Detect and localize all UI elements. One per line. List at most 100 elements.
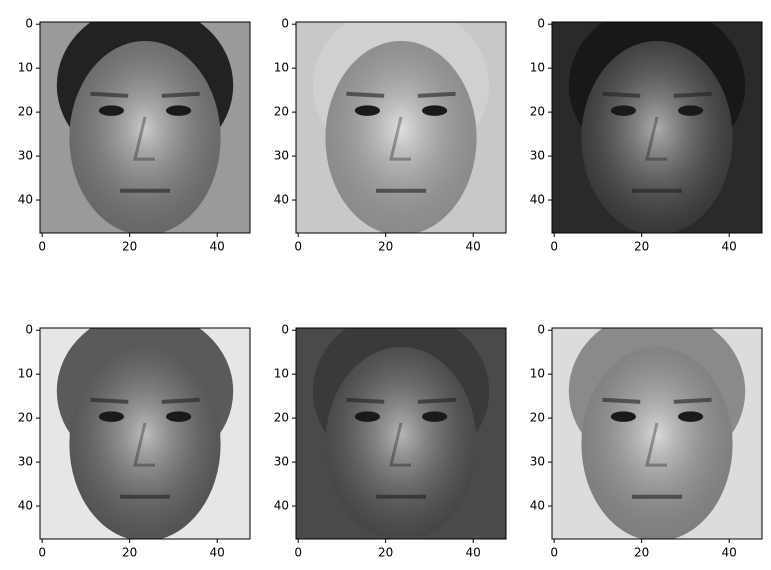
x-tick-label: 20 bbox=[122, 240, 137, 254]
y-tick-label: 0 bbox=[537, 323, 545, 337]
brow bbox=[602, 91, 641, 98]
x-tick-label: 0 bbox=[550, 546, 558, 560]
eye bbox=[166, 411, 192, 422]
x-tick-label: 20 bbox=[634, 240, 649, 254]
y-tick-label: 20 bbox=[274, 411, 289, 425]
y-tick-label: 0 bbox=[281, 323, 289, 337]
y-tick-label: 20 bbox=[18, 411, 33, 425]
x-tick-label: 20 bbox=[634, 546, 649, 560]
brow bbox=[602, 397, 641, 404]
x-tick-label: 0 bbox=[38, 546, 46, 560]
x-tick-label: 20 bbox=[122, 546, 137, 560]
y-tick-label: 10 bbox=[530, 367, 545, 381]
axes-frame bbox=[295, 21, 507, 234]
eye bbox=[354, 411, 380, 422]
face-shade bbox=[581, 347, 733, 539]
y-tick-label: 30 bbox=[274, 455, 289, 469]
eye bbox=[354, 105, 380, 116]
brow bbox=[417, 91, 456, 98]
y-tick-label: 0 bbox=[281, 17, 289, 31]
nose bbox=[645, 116, 667, 161]
x-tick-label: 0 bbox=[38, 240, 46, 254]
y-tick-label: 0 bbox=[537, 17, 545, 31]
face-image: 0 20 40 0 10 20 30 40 bbox=[18, 17, 251, 254]
brow bbox=[673, 397, 712, 404]
y-tick-label: 30 bbox=[530, 455, 545, 469]
y-tick-label: 40 bbox=[18, 499, 33, 513]
axes-frame bbox=[39, 327, 251, 540]
x-tick-label: 40 bbox=[210, 240, 225, 254]
image-pixels bbox=[296, 328, 506, 539]
face-shade bbox=[325, 347, 477, 539]
face-image: 0 20 40 0 10 20 30 40 bbox=[274, 323, 507, 560]
axes-frame bbox=[551, 327, 763, 540]
y-tick-label: 10 bbox=[18, 367, 33, 381]
y-tick-label: 40 bbox=[530, 499, 545, 513]
y-tick-label: 10 bbox=[18, 61, 33, 75]
x-tick-label: 0 bbox=[294, 240, 302, 254]
face-image: 0 20 40 0 10 20 30 40 bbox=[18, 323, 251, 560]
face-image: 0 20 40 0 10 20 30 40 bbox=[530, 323, 763, 560]
eye bbox=[678, 411, 704, 422]
nose bbox=[133, 116, 155, 161]
eye bbox=[678, 105, 704, 116]
eye bbox=[422, 411, 448, 422]
brow bbox=[90, 91, 129, 98]
eye bbox=[610, 105, 637, 116]
y-tick-label: 30 bbox=[18, 455, 33, 469]
x-tick-label: 40 bbox=[722, 240, 737, 254]
y-tick-label: 20 bbox=[274, 105, 289, 119]
y-tick-label: 20 bbox=[18, 105, 33, 119]
image-pixels bbox=[40, 22, 250, 233]
brow bbox=[161, 397, 200, 404]
brow bbox=[417, 397, 456, 404]
brow bbox=[346, 397, 385, 404]
y-tick-label: 30 bbox=[530, 149, 545, 163]
nose bbox=[389, 116, 411, 161]
x-tick-label: 0 bbox=[294, 546, 302, 560]
image-pixels bbox=[40, 328, 250, 539]
face-shade bbox=[69, 41, 221, 233]
nose bbox=[389, 422, 411, 467]
y-tick-label: 40 bbox=[530, 193, 545, 207]
y-tick-label: 20 bbox=[530, 411, 545, 425]
eye bbox=[166, 105, 192, 116]
brow bbox=[346, 91, 385, 98]
face-shade bbox=[581, 41, 733, 233]
y-tick-label: 10 bbox=[274, 61, 289, 75]
x-tick-label: 20 bbox=[378, 546, 393, 560]
image-pixels bbox=[552, 328, 762, 539]
y-tick-label: 0 bbox=[25, 323, 33, 337]
y-tick-label: 30 bbox=[274, 149, 289, 163]
eye bbox=[98, 411, 124, 422]
x-tick-label: 40 bbox=[466, 546, 481, 560]
axes-frame bbox=[551, 21, 763, 234]
face-image: 0 20 40 0 10 20 30 40 bbox=[530, 17, 763, 254]
brow bbox=[161, 91, 200, 98]
face-shade bbox=[69, 347, 221, 539]
y-tick-label: 20 bbox=[530, 105, 545, 119]
face-shade bbox=[325, 41, 477, 233]
y-tick-label: 30 bbox=[18, 149, 33, 163]
x-tick-label: 40 bbox=[466, 240, 481, 254]
face-image: 0 20 40 0 10 20 30 40 bbox=[274, 17, 507, 254]
nose bbox=[645, 422, 667, 467]
y-tick-label: 40 bbox=[274, 193, 289, 207]
x-tick-label: 20 bbox=[378, 240, 393, 254]
image-pixels bbox=[296, 22, 506, 233]
y-tick-label: 40 bbox=[18, 193, 33, 207]
y-tick-label: 40 bbox=[274, 499, 289, 513]
x-tick-label: 40 bbox=[722, 546, 737, 560]
y-tick-label: 0 bbox=[25, 17, 33, 31]
eye bbox=[422, 105, 448, 116]
brow bbox=[673, 91, 712, 98]
image-pixels bbox=[552, 22, 762, 233]
y-tick-label: 10 bbox=[530, 61, 545, 75]
y-tick-label: 10 bbox=[274, 367, 289, 381]
x-tick-label: 0 bbox=[550, 240, 558, 254]
nose bbox=[133, 422, 155, 467]
eye bbox=[98, 105, 124, 116]
axes-frame bbox=[39, 21, 251, 234]
x-tick-label: 40 bbox=[210, 546, 225, 560]
